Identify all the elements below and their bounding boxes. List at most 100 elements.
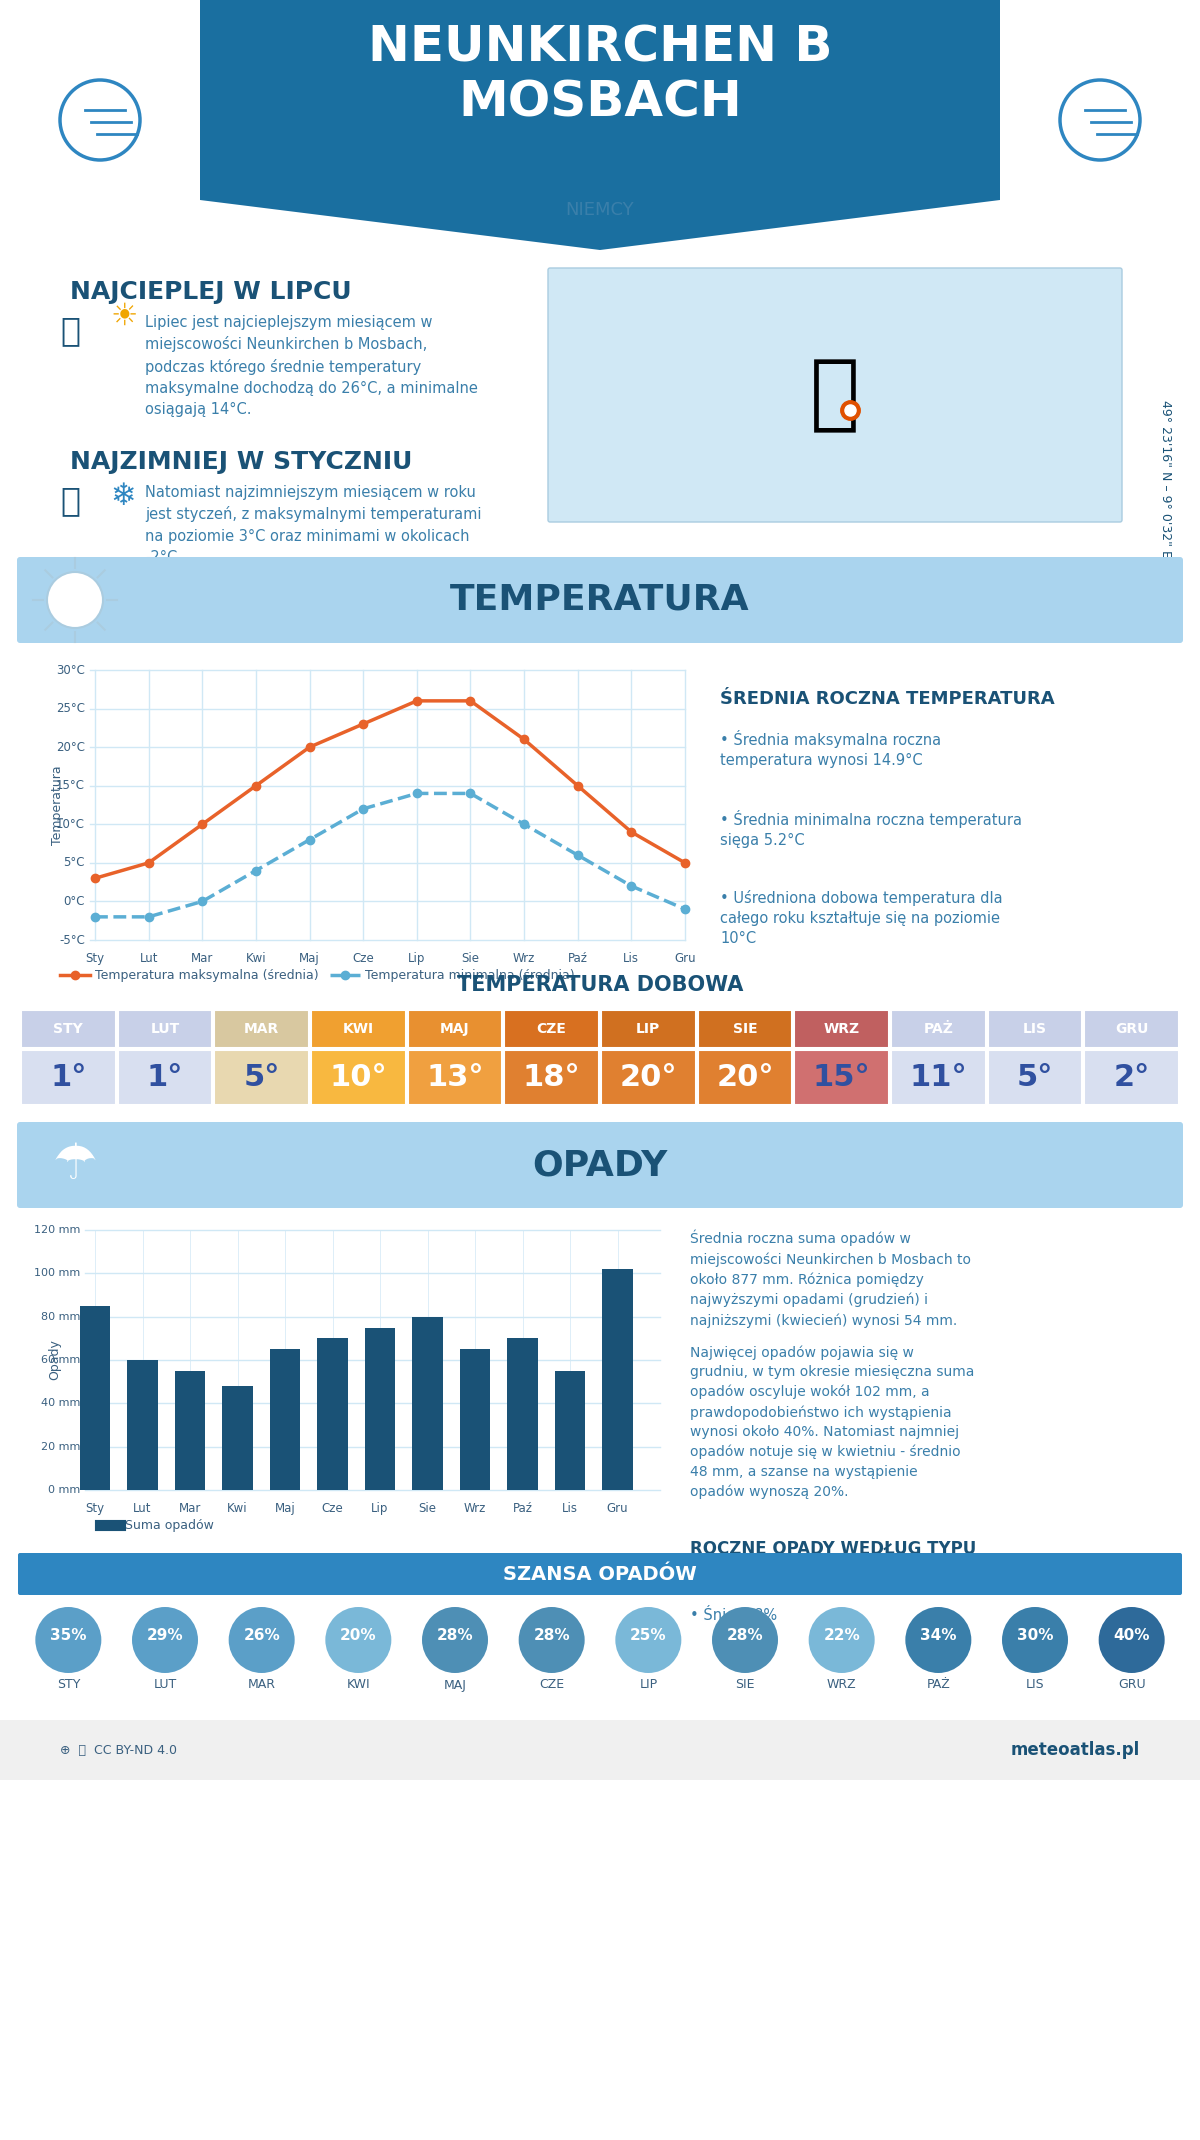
FancyBboxPatch shape [554,1372,586,1489]
FancyBboxPatch shape [890,1010,985,1049]
Text: Paź: Paź [568,952,588,965]
Text: ☂: ☂ [53,1141,97,1190]
Text: Natomiast najzimniejszym miesiącem w roku
jest styczeń, z maksymalnymi temperatu: Natomiast najzimniejszym miesiącem w rok… [145,486,481,565]
Text: 22%: 22% [823,1629,860,1644]
Text: • Średnia minimalna roczna temperatura
sięga 5.2°C: • Średnia minimalna roczna temperatura s… [720,811,1022,847]
FancyBboxPatch shape [215,1051,310,1104]
Circle shape [1002,1607,1068,1673]
Text: LIS: LIS [1022,1023,1046,1036]
Text: KWI: KWI [343,1023,374,1036]
FancyBboxPatch shape [602,1269,632,1489]
Text: 80 mm: 80 mm [41,1312,80,1323]
Text: Lis: Lis [562,1502,578,1515]
FancyBboxPatch shape [22,1010,115,1049]
Text: 40%: 40% [1114,1629,1150,1644]
Text: GRU: GRU [1118,1678,1146,1691]
FancyBboxPatch shape [50,670,690,939]
Text: 20°C: 20°C [56,740,85,753]
FancyBboxPatch shape [365,1327,396,1489]
Text: Lis: Lis [623,952,640,965]
Text: KWI: KWI [347,1678,370,1691]
FancyBboxPatch shape [697,1051,792,1104]
Text: NIEMCY: NIEMCY [565,201,635,218]
Text: Sie: Sie [419,1502,437,1515]
Circle shape [325,1607,391,1673]
Text: LUT: LUT [154,1678,176,1691]
Text: Maj: Maj [299,952,320,965]
Text: 🌡: 🌡 [60,484,80,518]
Text: 1°: 1° [50,1064,86,1091]
Text: MAJ: MAJ [444,1678,467,1691]
Text: LIP: LIP [640,1678,658,1691]
Text: 28%: 28% [437,1629,473,1644]
Text: CZE: CZE [536,1023,566,1036]
Text: 20°: 20° [716,1064,774,1091]
Text: Sty: Sty [85,952,104,965]
Text: Temperatura: Temperatura [52,766,65,845]
Text: 60 mm: 60 mm [41,1355,80,1365]
Text: 5°: 5° [244,1064,280,1091]
Text: 49° 23'16" N – 9° 0'32" E: 49° 23'16" N – 9° 0'32" E [1158,400,1171,559]
FancyBboxPatch shape [270,1348,300,1489]
Text: Mar: Mar [179,1502,202,1515]
Text: Najwięcej opadów pojawia się w
grudniu, w tym okresie miesięczna suma
opadów osc: Najwięcej opadów pojawia się w grudniu, … [690,1346,974,1498]
Text: Lut: Lut [139,952,158,965]
FancyBboxPatch shape [548,268,1122,522]
Text: STY: STY [56,1678,80,1691]
FancyBboxPatch shape [601,1010,696,1049]
Text: 28%: 28% [727,1629,763,1644]
FancyBboxPatch shape [504,1010,599,1049]
Text: 20°: 20° [619,1064,677,1091]
Text: MAR: MAR [244,1023,280,1036]
Text: ⊕  ⓘ  CC BY-ND 4.0: ⊕ ⓘ CC BY-ND 4.0 [60,1744,178,1757]
FancyBboxPatch shape [697,1010,792,1049]
Text: 5°: 5° [1016,1064,1054,1091]
Text: PAŻ: PAŻ [926,1678,950,1691]
Text: 28%: 28% [533,1629,570,1644]
FancyBboxPatch shape [988,1010,1082,1049]
Text: Kwi: Kwi [246,952,266,965]
FancyBboxPatch shape [18,1554,1182,1594]
Text: Maj: Maj [275,1502,295,1515]
Text: 🌍: 🌍 [810,355,860,437]
Circle shape [35,1607,101,1673]
Text: Suma opadów: Suma opadów [125,1519,214,1532]
Text: 10°: 10° [330,1064,388,1091]
Text: LIP: LIP [636,1023,660,1036]
FancyBboxPatch shape [408,1051,503,1104]
FancyBboxPatch shape [127,1361,158,1489]
Text: NEUNKIRCHEN B
MOSBACH: NEUNKIRCHEN B MOSBACH [367,24,833,126]
Text: MAR: MAR [247,1678,276,1691]
Text: 20%: 20% [340,1629,377,1644]
Text: TEMPERATURA DOBOWA: TEMPERATURA DOBOWA [457,976,743,995]
FancyBboxPatch shape [794,1051,889,1104]
Text: TEMPERATURA: TEMPERATURA [450,582,750,616]
Text: 34%: 34% [920,1629,956,1644]
Text: NAJZIMNIEJ W STYCZNIU: NAJZIMNIEJ W STYCZNIU [70,449,413,473]
Text: CZE: CZE [539,1678,564,1691]
Text: Mar: Mar [191,952,214,965]
Text: 25°C: 25°C [56,702,85,715]
FancyBboxPatch shape [222,1387,253,1489]
Circle shape [616,1607,682,1673]
Text: 10°C: 10°C [56,817,85,830]
Text: 18°: 18° [523,1064,581,1091]
FancyBboxPatch shape [508,1338,538,1489]
Text: ☀: ☀ [110,302,137,332]
Text: Lut: Lut [133,1502,151,1515]
Text: Kwi: Kwi [227,1502,248,1515]
Text: 15°C: 15°C [56,779,85,792]
Text: WRZ: WRZ [827,1678,857,1691]
Text: Średnia roczna suma opadów w
miejscowości Neunkirchen b Mosbach to
około 877 mm.: Średnia roczna suma opadów w miejscowośc… [690,1230,971,1327]
FancyBboxPatch shape [601,1051,696,1104]
Text: ❄: ❄ [110,482,136,511]
Text: Lip: Lip [371,1502,389,1515]
Circle shape [229,1607,295,1673]
FancyBboxPatch shape [17,556,1183,642]
Text: OPADY: OPADY [533,1147,667,1181]
Text: 1°: 1° [146,1064,184,1091]
Text: GRU: GRU [1115,1023,1148,1036]
FancyBboxPatch shape [317,1338,348,1489]
Circle shape [422,1607,488,1673]
Text: Gru: Gru [674,952,696,965]
